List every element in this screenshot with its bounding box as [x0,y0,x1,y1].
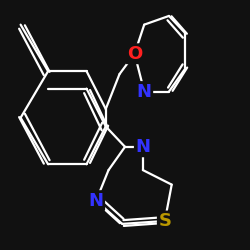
Text: N: N [137,82,152,100]
Text: N: N [89,192,104,210]
Text: S: S [158,212,171,230]
Text: O: O [127,45,142,63]
Text: N: N [135,138,150,156]
